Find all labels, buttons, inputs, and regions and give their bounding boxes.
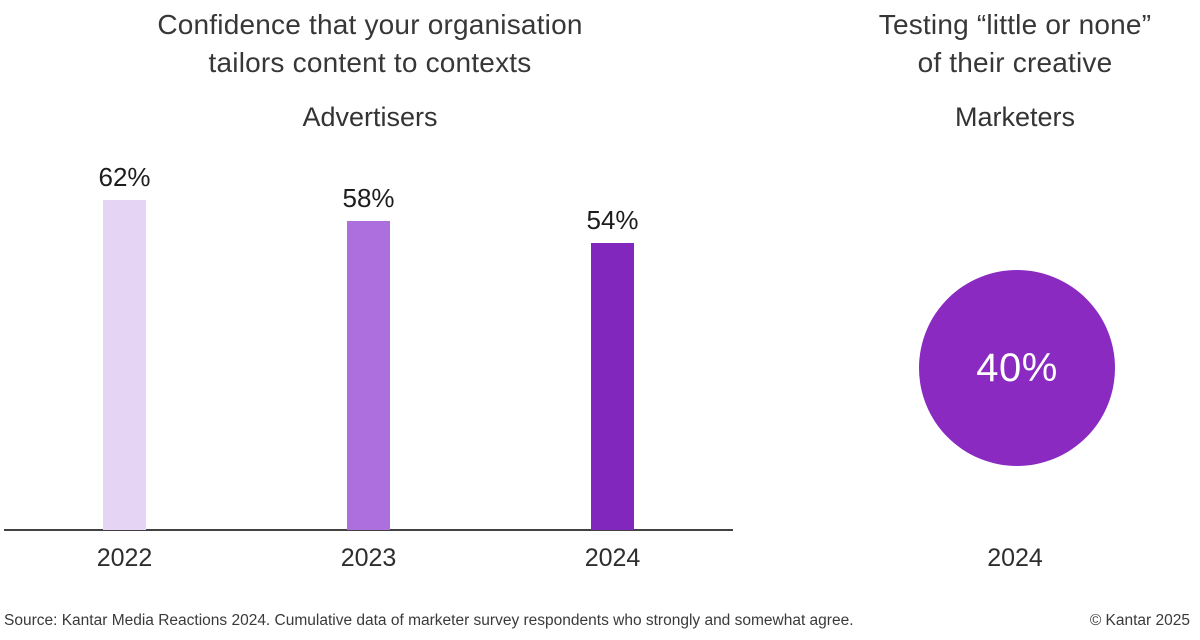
left-chart-title: Confidence that your organisation tailor… (0, 6, 740, 82)
x-axis-line (4, 529, 733, 531)
bar-value-label-2024: 54% (586, 205, 639, 235)
right-chart-year-label: 2024 (987, 544, 1043, 572)
right-chart-title: Testing “little or none” of their creati… (830, 6, 1200, 82)
bar-2023 (347, 221, 390, 530)
bar-column-2023: 58% (342, 183, 395, 530)
footer: Source: Kantar Media Reactions 2024. Cum… (4, 612, 1190, 630)
x-tick-2024: 2024 (584, 544, 641, 572)
bar-column-2022: 62% (98, 162, 151, 530)
bar-value-label-2022: 62% (98, 162, 151, 192)
right-chart-subtitle: Marketers (954, 102, 1076, 132)
bar-column-2024: 54% (586, 205, 639, 530)
left-chart-title-line2: tailors content to contexts (208, 47, 532, 78)
x-tick-2022: 2022 (96, 544, 153, 572)
source-text: Source: Kantar Media Reactions 2024. Cum… (4, 612, 854, 629)
percentage-circle: 40% (919, 270, 1115, 466)
bar-2022 (103, 200, 146, 530)
right-chart-title-line1: Testing “little or none” (878, 9, 1152, 40)
bar-2024 (591, 243, 634, 530)
right-chart-title-line2: of their creative (917, 47, 1113, 78)
x-tick-2023: 2023 (340, 544, 397, 572)
bar-value-label-2023: 58% (342, 183, 395, 213)
left-chart-subtitle: Advertisers (302, 102, 438, 132)
copyright-text: © Kantar 2025 (1089, 612, 1190, 629)
left-chart-title-line1: Confidence that your organisation (157, 9, 583, 40)
